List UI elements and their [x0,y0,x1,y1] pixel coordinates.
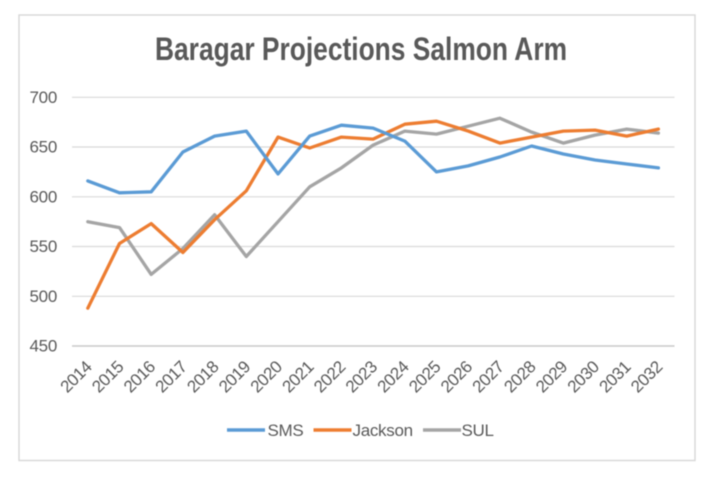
svg-text:600: 600 [30,187,57,206]
svg-text:550: 550 [30,237,57,256]
svg-text:500: 500 [30,287,57,306]
svg-text:Baragar Projections Salmon Arm: Baragar Projections Salmon Arm [155,31,567,67]
svg-text:SUL: SUL [462,421,494,440]
svg-text:650: 650 [30,138,57,157]
svg-text:Jackson: Jackson [353,421,413,440]
svg-text:SMS: SMS [268,421,304,440]
svg-text:450: 450 [30,337,57,356]
svg-text:700: 700 [30,88,57,107]
